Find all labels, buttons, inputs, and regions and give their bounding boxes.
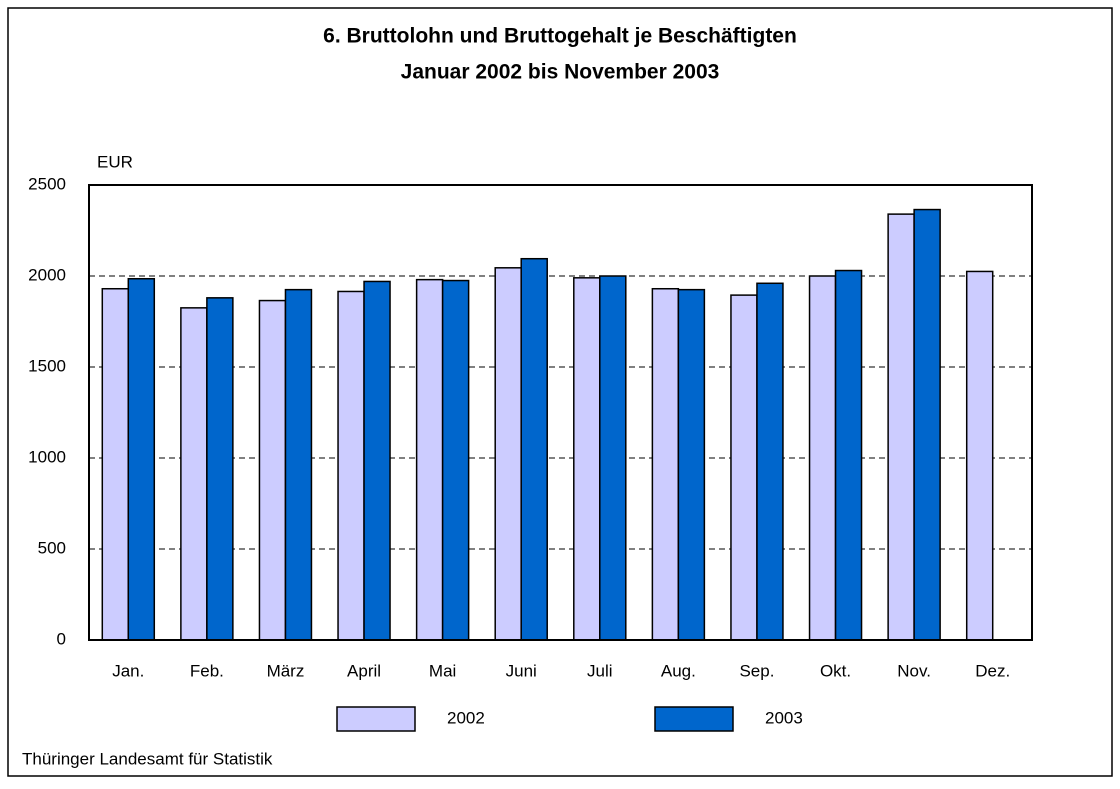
bar: [127, 277, 156, 641]
y-tick-label: 1500: [28, 356, 66, 375]
x-tick-label: Okt.: [820, 661, 851, 680]
bar: [677, 288, 706, 641]
bar: [441, 279, 470, 641]
x-tick-label: Aug.: [661, 661, 696, 680]
y-tick-label: 2500: [28, 174, 66, 193]
legend-swatch: [654, 706, 734, 732]
bar: [965, 270, 994, 641]
frame: [7, 7, 1113, 777]
chart-title: 6. Bruttolohn und Bruttogehalt je Beschä…: [323, 25, 797, 48]
x-tick-label: März: [267, 661, 305, 680]
bar: [834, 269, 863, 641]
bar: [180, 307, 208, 641]
x-tick-label: Jan.: [112, 661, 144, 680]
x-tick-label: Dez.: [975, 661, 1010, 680]
legend-swatch: [336, 706, 416, 732]
bar: [258, 299, 287, 641]
y-tick-label: 2000: [28, 265, 66, 284]
bar: [730, 294, 758, 641]
bar: [337, 290, 365, 641]
bar: [284, 288, 313, 641]
x-tick-label: Mai: [429, 661, 456, 680]
bar: [913, 208, 941, 641]
bar: [599, 275, 627, 641]
legend-label: 2003: [765, 708, 803, 727]
x-tick-label: Sep.: [739, 661, 774, 680]
x-tick-label: April: [347, 661, 381, 680]
bar: [756, 282, 784, 641]
chart-subtitle: Januar 2002 bis November 2003: [401, 61, 720, 84]
y-tick-label: 0: [57, 629, 66, 648]
source: Thüringer Landesamt für Statistik: [22, 749, 273, 768]
y-tick-label: 1000: [28, 447, 66, 466]
bar: [887, 213, 915, 641]
y-tick-label: 500: [38, 538, 66, 557]
bar: [101, 287, 130, 641]
y-axis-label: EUR: [97, 152, 133, 171]
x-tick-label: Feb.: [190, 661, 224, 680]
bar: [415, 278, 444, 641]
bar: [520, 257, 548, 641]
bar: [651, 287, 680, 641]
bar: [573, 277, 601, 641]
plot-frame: [88, 184, 1033, 641]
x-tick-label: Nov.: [897, 661, 931, 680]
bar: [206, 297, 234, 641]
x-tick-label: Juli: [587, 661, 613, 680]
x-tick-label: Juni: [506, 661, 537, 680]
bar: [494, 267, 522, 641]
legend-label: 2002: [447, 708, 485, 727]
bar: [363, 280, 391, 641]
bar: [808, 275, 837, 641]
